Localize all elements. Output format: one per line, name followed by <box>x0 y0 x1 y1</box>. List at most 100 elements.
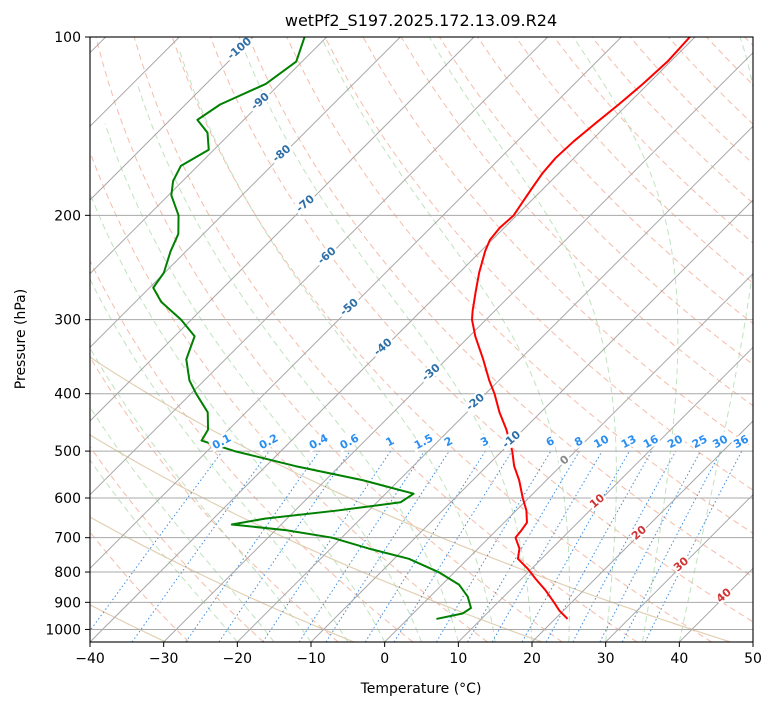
isotherm <box>384 272 753 642</box>
dry-adiabat <box>591 37 753 204</box>
dry-adiabat <box>706 37 753 86</box>
isotherm-label: -60 <box>313 242 340 268</box>
mixing-ratio-label: 0.6 <box>335 430 363 453</box>
moist-adiabat <box>136 83 459 642</box>
temperature-profile-line <box>471 37 691 620</box>
mixing-ratio-label-text: 20 <box>665 432 685 451</box>
mixing-ratio-label: 25 <box>689 431 710 451</box>
dry-adiabat <box>95 37 563 642</box>
mixing-ratio-line <box>298 450 425 642</box>
isotherm <box>90 37 622 570</box>
y-tick-label: 800 <box>54 565 81 581</box>
isotherm-label: -80 <box>268 140 295 166</box>
mixing-ratio-label: 30 <box>709 431 731 451</box>
line-labels-layer: 0.10.20.40.611.52346810131620253036-100-… <box>208 33 752 605</box>
y-tick-label: 700 <box>54 531 81 547</box>
dry-adiabat <box>744 37 753 47</box>
dry-adiabat <box>171 37 712 642</box>
mixing-ratio-line <box>131 450 270 642</box>
moist-adiabat <box>678 37 753 642</box>
isotherm <box>90 37 401 349</box>
mixing-ratio-line <box>572 450 677 642</box>
x-tick-label: −20 <box>223 651 253 667</box>
mixing-ratio-label-text: 10 <box>592 432 612 451</box>
dewpoint-profile-line <box>152 37 472 620</box>
mixing-ratio-label: 0.2 <box>255 430 282 453</box>
mixing-ratio-line <box>521 450 630 642</box>
mixing-ratio-label: 36 <box>730 431 752 451</box>
y-axis-label: Pressure (hPa) <box>13 289 29 389</box>
x-tick-label: −10 <box>296 651 326 667</box>
mixing-ratio-label: 10 <box>590 431 612 451</box>
x-tick-label: −30 <box>149 651 179 667</box>
isotherm-label: -50 <box>335 294 362 320</box>
y-tick-label: 200 <box>54 208 81 224</box>
moist-adiabat <box>90 347 312 642</box>
moist-adiabat <box>104 123 422 642</box>
mixing-ratio-line <box>90 450 223 632</box>
dry-adiabat <box>286 37 753 534</box>
y-tick-label: 900 <box>54 595 81 611</box>
dry-adiabat <box>515 37 753 284</box>
x-tick-label: −40 <box>75 651 105 667</box>
mixing-ratio-line <box>393 450 513 642</box>
moist-adiabat <box>178 49 496 642</box>
x-tick-label: 40 <box>670 651 688 667</box>
reference-curve <box>90 434 543 642</box>
moist-adiabat <box>428 37 617 642</box>
isotherm-label: -40 <box>369 334 396 359</box>
isotherm <box>90 37 475 422</box>
x-tick-label: 30 <box>597 651 615 667</box>
mixing-ratio-label: 20 <box>664 431 686 451</box>
y-tick-label: 300 <box>54 313 81 329</box>
x-axis-label: Temperature (°C) <box>360 681 482 697</box>
mixing-ratio-label: 3 <box>476 433 492 449</box>
series-layer <box>152 37 691 620</box>
isotherm <box>90 37 549 496</box>
mixing-ratio-label: 13 <box>618 431 639 451</box>
isotherm <box>678 567 753 642</box>
mixing-ratio-label: 2 <box>440 433 456 449</box>
mixing-ratio-line <box>545 450 653 642</box>
y-tick-label: 400 <box>54 387 81 403</box>
isotherm <box>90 37 328 275</box>
isotherm <box>531 420 753 642</box>
background-lines <box>90 37 753 642</box>
mixing-ratio-line <box>435 450 552 642</box>
x-tick-label: 10 <box>449 651 467 667</box>
dry-adiabat <box>90 259 414 642</box>
isotherm-label: 10 <box>586 490 607 511</box>
x-tick-label: 50 <box>744 651 762 667</box>
mixing-ratio-label: 1 <box>382 433 398 449</box>
axes-frame: −40 −30 −20 −10 0 10 20 30 40 5010020030040050060… <box>45 30 762 667</box>
isotherm <box>605 493 753 642</box>
moist-adiabat <box>90 406 275 642</box>
reference-curve <box>90 356 731 642</box>
y-tick-label: 100 <box>54 30 81 46</box>
plot-border <box>89 36 754 643</box>
dry-adiabat <box>248 37 753 578</box>
dry-adiabat <box>667 37 753 125</box>
mixing-ratio-label: 16 <box>640 431 662 451</box>
isotherm-label: -70 <box>291 190 318 216</box>
isotherm <box>163 51 753 642</box>
mixing-ratio-line <box>185 450 320 642</box>
moist-adiabat <box>90 278 349 642</box>
mixing-ratio-label: 0.4 <box>305 430 332 453</box>
mixing-ratio-label: 6 <box>542 433 558 449</box>
mixing-ratio-label: 8 <box>570 433 586 449</box>
reference-curve <box>90 516 355 642</box>
y-tick-label: 600 <box>54 491 81 507</box>
dry-adiabat <box>133 37 638 642</box>
mixing-ratio-line <box>364 450 486 642</box>
dry-adiabat <box>324 37 753 491</box>
chart-title: wetPf2_S197.2025.172.13.09.R24 <box>285 11 557 31</box>
mixing-ratio-label-text: 30 <box>710 432 730 451</box>
isotherm-label: 0 <box>556 451 573 468</box>
mixing-ratio-line <box>262 450 392 642</box>
dry-adiabat <box>90 445 264 642</box>
isotherm <box>752 641 753 642</box>
mixing-ratio-line <box>325 450 450 642</box>
moist-adiabat <box>238 37 533 642</box>
